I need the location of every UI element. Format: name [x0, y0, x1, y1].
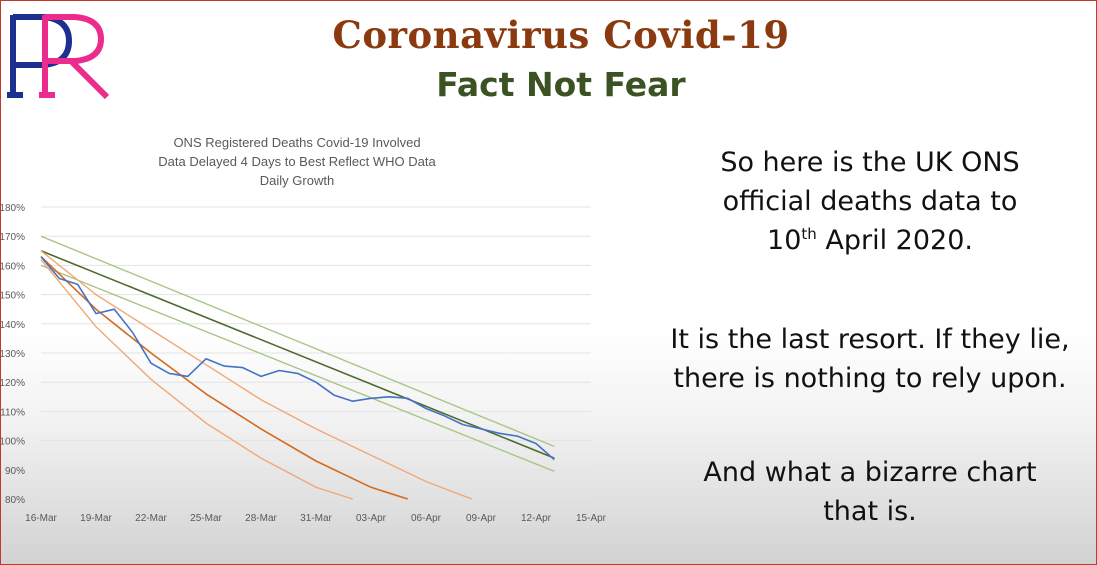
x-tick-label: 12-Apr — [521, 513, 552, 524]
daily-growth-chart: ONS Registered Deaths Covid-19 Involved D… — [1, 135, 607, 524]
chart-title: ONS Registered Deaths Covid-19 Involved D… — [158, 135, 436, 188]
y-tick-label: 170% — [1, 232, 25, 243]
series-line-trend-dark — [40, 250, 555, 459]
chart-title-line: ONS Registered Deaths Covid-19 Involved — [173, 135, 420, 150]
paragraph-last-resort: It is the last resort. If they lie, ther… — [641, 320, 1097, 398]
paragraph-3-line-1: And what a bizarre chart — [703, 457, 1037, 488]
x-tick-label: 09-Apr — [466, 513, 497, 524]
series-line-trend-light — [40, 235, 555, 448]
date-day: 10 — [767, 225, 802, 256]
y-tick-label: 160% — [1, 261, 25, 272]
pr-logo: PR — [7, 14, 110, 99]
y-tick-label: 150% — [1, 291, 25, 302]
x-axis-ticks: 16-Mar 19-Mar 22-Mar 25-Mar 28-Mar 31-Mar 03-A… — [25, 513, 607, 524]
x-tick-label: 16-Mar — [25, 513, 57, 524]
x-tick-label: 22-Mar — [135, 513, 167, 524]
paragraph-2-line-1: It is the last resort. If they lie, — [670, 324, 1070, 355]
date-suffix: th — [801, 225, 817, 243]
y-tick-label: 180% — [1, 203, 25, 214]
x-tick-label: 19-Mar — [80, 513, 112, 524]
x-tick-label: 03-Apr — [356, 513, 387, 524]
logo-r-shape — [39, 14, 110, 99]
slide-subhead: Fact Not Fear — [436, 65, 686, 104]
paragraph-1-line-2: official deaths data to — [722, 186, 1018, 217]
paragraph-ons-data: So here is the UK ONS official deaths da… — [641, 143, 1097, 260]
paragraph-1-date: 10th April 2020. — [641, 221, 1097, 260]
chart-series — [40, 235, 555, 500]
y-tick-label: 80% — [5, 495, 25, 506]
y-tick-label: 120% — [1, 378, 25, 389]
series-line-orange-dark — [40, 256, 408, 500]
paragraph-bizarre-chart: And what a bizarre chart that is. — [641, 453, 1097, 531]
paragraph-1-line-1: So here is the UK ONS — [720, 147, 1020, 178]
date-rest: April 2020. — [816, 225, 973, 256]
paragraph-3-line-2: that is. — [823, 496, 917, 527]
chart-title-line: Daily Growth — [260, 173, 334, 188]
slide-headline: Coronavirus Covid-19 — [332, 13, 790, 57]
series-line-orange-light — [40, 259, 353, 500]
series-line-trend-light — [40, 264, 555, 472]
x-tick-label: 31-Mar — [300, 513, 332, 524]
series-line-orange-light — [40, 250, 473, 500]
y-axis-ticks: 80% 90% 100% 110% 120% 130% 140% 150% 160% 170% 18… — [1, 203, 25, 506]
y-tick-label: 100% — [1, 437, 25, 448]
x-tick-label: 25-Mar — [190, 513, 222, 524]
y-tick-label: 90% — [5, 466, 25, 477]
y-tick-label: 110% — [1, 407, 25, 418]
y-tick-label: 130% — [1, 349, 25, 360]
x-tick-label: 28-Mar — [245, 513, 277, 524]
y-tick-label: 140% — [1, 320, 25, 331]
chart-title-line: Data Delayed 4 Days to Best Reflect WHO … — [158, 154, 436, 169]
paragraph-2-line-2: there is nothing to rely upon. — [673, 363, 1067, 394]
x-tick-label: 06-Apr — [411, 513, 442, 524]
logo-p-shape — [7, 14, 73, 98]
series-line-actual — [40, 256, 555, 461]
x-tick-label: 15-Apr — [576, 513, 607, 524]
